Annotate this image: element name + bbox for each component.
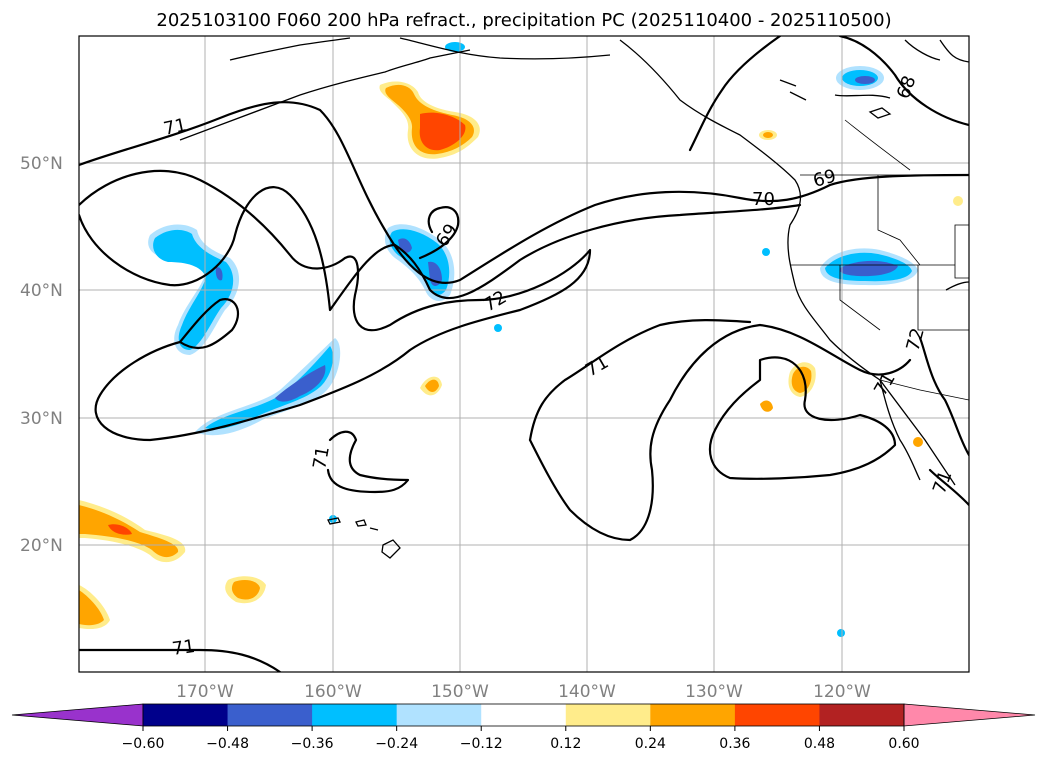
contour-label: 71 — [171, 636, 197, 660]
map-panel: 71 69 72 71 71 70 69 68 71 71 72 71 — [78, 35, 970, 673]
colorbar-tick-label: −0.24 — [375, 736, 418, 752]
lon-label-170w: 170°W — [176, 682, 234, 702]
lat-label-50n: 50°N — [20, 154, 63, 174]
colorbar: −0.60 −0.48 −0.36 −0.24 −0.12 0.12 0.24 0.36 0.4… — [11, 703, 1036, 752]
colorbar-cell — [734, 704, 820, 726]
contour-label: 71 — [309, 445, 334, 471]
map-frame — [78, 35, 970, 673]
colorbar-tick-label: −0.36 — [291, 736, 334, 752]
colorbar-tick-label: 0.24 — [635, 736, 666, 752]
colorbar-tick-label: 0.36 — [719, 736, 750, 752]
colorbar-tick-label: −0.48 — [206, 736, 249, 752]
contour-label: 70 — [752, 189, 775, 210]
colorbar-extend-high — [903, 703, 1036, 727]
lat-label-20n: 20°N — [20, 536, 63, 556]
colorbar-tick-label: −0.60 — [122, 736, 165, 752]
colorbar-tick-label: 0.12 — [550, 736, 581, 752]
colorbar-cell — [481, 704, 567, 726]
lat-label-40n: 40°N — [20, 281, 63, 301]
colorbar-cell — [312, 704, 398, 726]
lon-label-140w: 140°W — [558, 682, 616, 702]
colorbar-tick-label: −0.12 — [460, 736, 503, 752]
colorbar-cell — [565, 704, 651, 726]
borders — [790, 119, 969, 401]
colorbar-cell — [819, 704, 905, 726]
colorbar-cell — [143, 704, 229, 726]
latitude-labels: 50°N 40°N 30°N 20°N — [20, 154, 63, 556]
lon-label-160w: 160°W — [304, 682, 362, 702]
lon-label-130w: 130°W — [685, 682, 743, 702]
contour-label: 71 — [162, 115, 189, 140]
lon-label-120w: 120°W — [813, 682, 871, 702]
lon-label-150w: 150°W — [431, 682, 489, 702]
refractivity-contours — [79, 36, 969, 672]
coastlines — [79, 37, 969, 559]
colorbar-tick-label: 0.48 — [804, 736, 835, 752]
colorbar-tick-label: 0.60 — [888, 736, 919, 752]
gridlines — [79, 36, 969, 672]
lat-label-30n: 30°N — [20, 409, 63, 429]
colorbar-extend-low — [11, 703, 144, 727]
colorbar-frame — [142, 703, 905, 727]
map-title: 2025103100 F060 200 hPa refract., precip… — [156, 10, 891, 31]
longitude-labels: 170°W 160°W 150°W 140°W 130°W 120°W — [176, 682, 871, 702]
colorbar-cell — [227, 704, 313, 726]
colorbar-cell — [650, 704, 736, 726]
colorbar-cell — [396, 704, 482, 726]
